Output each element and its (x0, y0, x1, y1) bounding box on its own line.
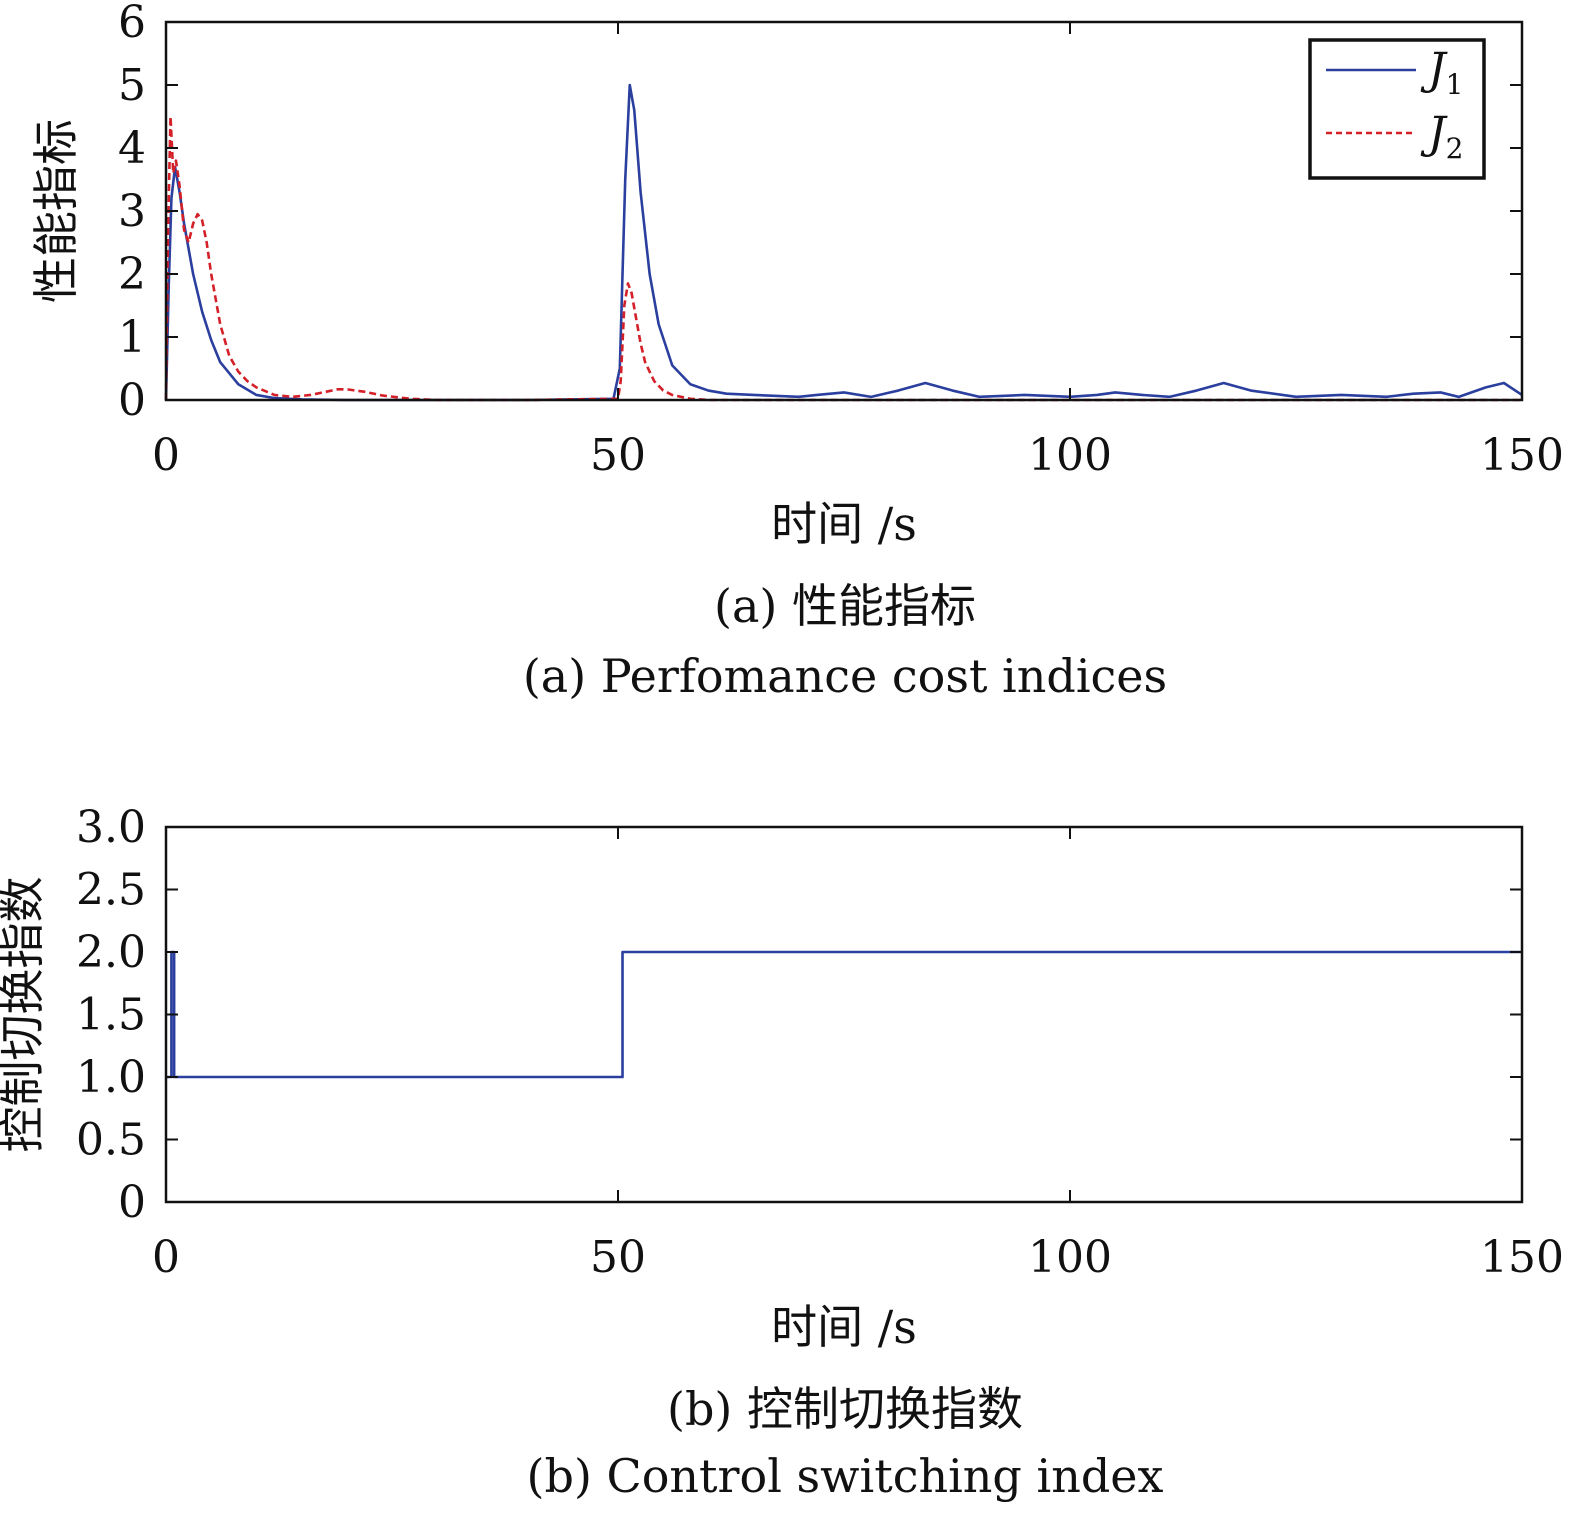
chart-a-ticks: 0 50 100 150 0 1 2 3 4 5 6 (118, 0, 1564, 481)
chart-b-y-axis-label: 控制切换指数 (0, 877, 49, 1153)
caption-b-english: (b) Control switching index (527, 1449, 1164, 1503)
y-tick-label: 1.0 (76, 1052, 146, 1103)
chart-a: 0 50 100 150 0 1 2 3 4 5 6 时间 /s 性能指标 J1 J2 (29, 0, 1564, 551)
y-tick-label: 0 (118, 375, 146, 426)
x-tick-label: 50 (590, 1232, 646, 1283)
y-tick-label: 1 (118, 312, 146, 363)
chart-b-x-axis-label: 时间 /s (771, 1300, 917, 1354)
y-tick-label: 2.5 (76, 865, 146, 916)
series-line-switching-index (166, 950, 1522, 1079)
series-line-j1 (164, 83, 1523, 402)
x-tick-label: 0 (152, 430, 180, 481)
y-tick-label: 1.5 (76, 990, 146, 1041)
y-tick-label: 4 (118, 123, 146, 174)
y-tick-label: 6 (118, 0, 146, 48)
chart-b-series-layer (166, 950, 1522, 1079)
chart-a-series-layer (164, 83, 1523, 402)
chart-b-plot-frame (164, 825, 1524, 1204)
chart-a-x-axis-label: 时间 /s (771, 497, 917, 551)
y-tick-label: 3.0 (76, 802, 146, 853)
x-tick-label: 100 (1028, 430, 1112, 481)
chart-b-ticks: 0 50 100 150 0 0.5 1.0 1.5 2.0 2.5 3.0 (76, 802, 1564, 1283)
caption-a-chinese: (a) 性能指标 (714, 579, 976, 633)
y-tick-label: 0.5 (76, 1115, 146, 1166)
chart-b: 0 50 100 150 0 0.5 1.0 1.5 2.0 2.5 3.0 时间 /s 控制切换指… (0, 802, 1564, 1354)
chart-a-legend: J1 J2 (1308, 38, 1486, 180)
chart-a-y-axis-label: 性能指标 (29, 119, 83, 303)
y-tick-label: 0 (118, 1177, 146, 1228)
y-tick-label: 3 (118, 186, 146, 237)
series-line-j2 (164, 115, 1522, 402)
x-tick-label: 150 (1480, 430, 1564, 481)
y-tick-label: 2.0 (76, 927, 146, 978)
x-tick-label: 0 (152, 1232, 180, 1283)
legend-box (1308, 38, 1486, 180)
y-tick-label: 5 (118, 60, 146, 111)
y-tick-label: 2 (118, 249, 146, 300)
x-tick-label: 50 (590, 430, 646, 481)
x-tick-label: 100 (1028, 1232, 1112, 1283)
caption-a-english: (a) Perfomance cost indices (523, 649, 1167, 703)
x-tick-label: 150 (1480, 1232, 1564, 1283)
caption-b-chinese: (b) 控制切换指数 (667, 1382, 1023, 1436)
